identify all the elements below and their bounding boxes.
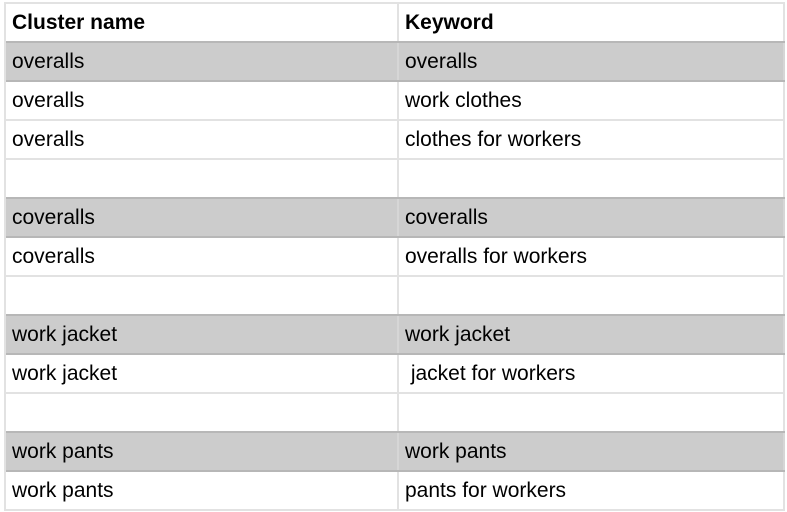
table-row: overalls clothes for workers xyxy=(6,121,785,160)
keyword-cell[interactable]: work jacket xyxy=(399,316,785,353)
cluster-name-cell[interactable] xyxy=(6,160,399,197)
header-cluster-name[interactable]: Cluster name xyxy=(6,4,399,41)
table-row: coveralls coveralls xyxy=(6,199,785,238)
cluster-name-cell[interactable] xyxy=(6,277,399,314)
cluster-name-cell[interactable]: coveralls xyxy=(6,199,399,236)
cluster-name-cell[interactable]: work pants xyxy=(6,472,399,509)
keyword-cell[interactable]: clothes for workers xyxy=(399,121,785,158)
keyword-cell[interactable]: coveralls xyxy=(399,199,785,236)
keyword-cell[interactable]: pants for workers xyxy=(399,472,785,509)
keyword-cell[interactable] xyxy=(399,277,785,314)
cluster-name-cell[interactable]: coveralls xyxy=(6,238,399,275)
keyword-cell[interactable]: overalls for workers xyxy=(399,238,785,275)
keyword-cell[interactable]: jacket for workers xyxy=(399,355,785,392)
cluster-name-cell[interactable]: overalls xyxy=(6,121,399,158)
keyword-cell[interactable] xyxy=(399,160,785,197)
keyword-cell[interactable]: overalls xyxy=(399,43,785,80)
table-row: overalls overalls xyxy=(6,43,785,82)
table-row xyxy=(6,277,785,316)
spreadsheet-grid: Cluster name Keyword overalls overalls ove… xyxy=(4,2,785,511)
cluster-name-cell[interactable] xyxy=(6,394,399,431)
table-row: work pants work pants xyxy=(6,433,785,472)
cluster-name-cell[interactable]: overalls xyxy=(6,82,399,119)
table-row: work jacket jacket for workers xyxy=(6,355,785,394)
cluster-name-cell[interactable]: overalls xyxy=(6,43,399,80)
keyword-cell[interactable]: work pants xyxy=(399,433,785,470)
table-row: work pants pants for workers xyxy=(6,472,785,511)
table-row: overalls work clothes xyxy=(6,82,785,121)
keyword-cell[interactable] xyxy=(399,394,785,431)
table-row: coveralls overalls for workers xyxy=(6,238,785,277)
header-row: Cluster name Keyword xyxy=(6,4,785,43)
cluster-name-cell[interactable]: work jacket xyxy=(6,316,399,353)
header-keyword[interactable]: Keyword xyxy=(399,4,785,41)
cluster-name-cell[interactable]: work jacket xyxy=(6,355,399,392)
table-row xyxy=(6,160,785,199)
cluster-name-cell[interactable]: work pants xyxy=(6,433,399,470)
keyword-cell[interactable]: work clothes xyxy=(399,82,785,119)
table-row: work jacket work jacket xyxy=(6,316,785,355)
table-row xyxy=(6,394,785,433)
